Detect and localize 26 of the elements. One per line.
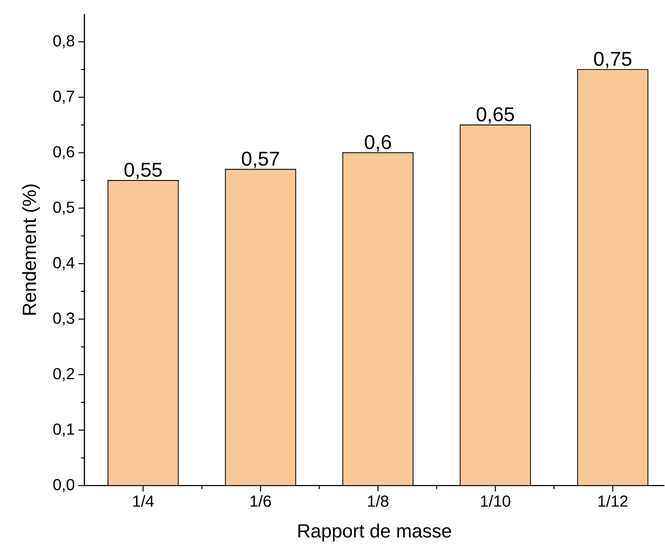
y-tick-label: 0,6 [53, 146, 74, 160]
data-label: 0,6 [364, 135, 391, 152]
y-tick-label: 0,1 [53, 424, 74, 437]
y-tick-label: 0,8 [53, 35, 74, 49]
y-axis-title: Rendement (%) [22, 184, 40, 315]
bar [108, 180, 179, 486]
x-axis-title: Rapport de masse [298, 524, 452, 542]
bar [224, 169, 296, 486]
y-tick-label: 0,2 [53, 368, 74, 382]
data-label: 0,65 [476, 108, 514, 124]
y-tick-label: 0,5 [53, 202, 74, 216]
bar [342, 152, 414, 486]
data-label: 0,55 [124, 162, 162, 180]
y-tick-label: 0,0 [53, 479, 74, 492]
x-tick-label: 1/12 [598, 495, 628, 508]
y-tick-label: 0,3 [53, 312, 74, 326]
y-tick-label: 0,7 [53, 90, 74, 104]
data-label: 0,75 [594, 52, 632, 69]
y-tick-label: 0,4 [53, 257, 74, 270]
x-tick-label: 1/10 [481, 495, 510, 508]
x-tick-label: 1/4 [133, 495, 154, 508]
bar [577, 69, 648, 486]
x-tick-label: 1/6 [250, 495, 271, 508]
x-tick-label: 1/8 [368, 495, 388, 508]
bar [460, 124, 531, 486]
data-label: 0,57 [242, 152, 279, 168]
